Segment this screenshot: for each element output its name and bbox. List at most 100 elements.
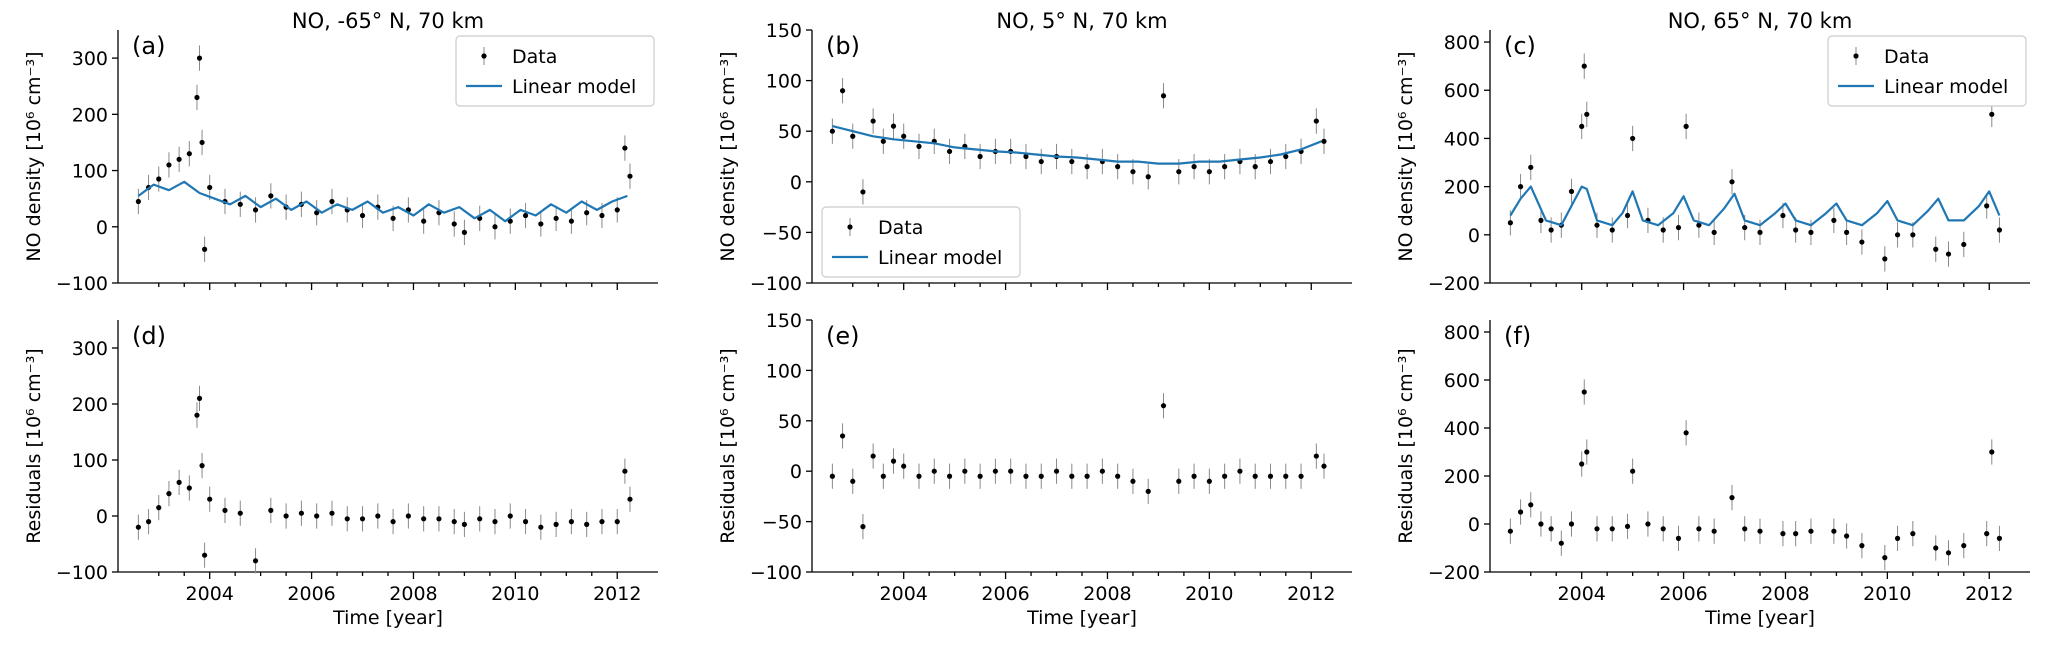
- data-point: [1630, 135, 1636, 142]
- data-point: [436, 516, 442, 522]
- data-point: [1579, 461, 1585, 467]
- data-point: [977, 473, 983, 479]
- x-tick-label: 2008: [1083, 583, 1131, 605]
- y-tick-label: −100: [56, 273, 108, 295]
- data-point: [1933, 545, 1939, 551]
- data-point: [568, 218, 574, 224]
- y-axis-label: NO density [10⁶ cm⁻³]: [23, 51, 45, 261]
- data-point: [1298, 473, 1304, 479]
- data-point: [283, 513, 289, 519]
- data-point: [880, 138, 886, 144]
- data-point: [1683, 430, 1689, 436]
- data-point: [1660, 526, 1666, 532]
- data-point: [880, 473, 886, 479]
- data-point: [553, 521, 559, 528]
- data-point: [1038, 158, 1044, 165]
- data-point: [145, 519, 152, 525]
- data-point: [1130, 169, 1136, 175]
- data-point: [1882, 256, 1888, 262]
- data-point: [1321, 138, 1327, 144]
- y-tick-label: 0: [96, 217, 108, 239]
- data-point: [1711, 229, 1717, 235]
- x-tick-label: 2006: [981, 583, 1029, 605]
- data-point: [237, 510, 243, 516]
- data-point: [614, 519, 620, 525]
- x-tick-label: 2006: [287, 583, 335, 605]
- y-tick-label: −200: [1428, 562, 1480, 584]
- data-point: [860, 189, 866, 195]
- data-point: [1145, 174, 1151, 180]
- data-point: [1729, 495, 1735, 501]
- x-tick-label: 2010: [1185, 583, 1233, 605]
- panel-letter: (b): [826, 32, 860, 60]
- data-point: [1645, 521, 1651, 527]
- data-point: [390, 519, 396, 525]
- legend-label-data: Data: [512, 46, 557, 68]
- data-point: [1696, 526, 1702, 532]
- data-point: [568, 519, 574, 525]
- data-point: [1538, 521, 1544, 527]
- x-axis-label: Time [year]: [1704, 607, 1815, 629]
- data-point: [1115, 473, 1121, 479]
- data-point: [839, 433, 846, 439]
- data-point: [1609, 526, 1615, 532]
- data-point: [946, 473, 953, 479]
- legend-label-data: Data: [878, 217, 923, 239]
- data-point: [890, 458, 897, 464]
- data-point: [1793, 531, 1799, 537]
- data-point: [1023, 153, 1029, 160]
- data-point: [186, 151, 192, 157]
- data-point: [1961, 543, 1967, 549]
- data-point: [176, 156, 182, 162]
- data-point: [1831, 528, 1837, 534]
- x-axis-label: Time [year]: [1026, 607, 1137, 629]
- data-point: [1115, 164, 1121, 170]
- y-tick-label: −50: [762, 222, 802, 244]
- data-point: [627, 173, 633, 179]
- data-point: [553, 215, 559, 221]
- data-point: [1696, 222, 1702, 228]
- legend-box: [1827, 35, 2027, 107]
- data-point: [870, 453, 876, 459]
- legend-box: [455, 35, 655, 107]
- data-point: [901, 463, 907, 469]
- data-point: [1558, 540, 1564, 546]
- data-point: [946, 148, 953, 155]
- y-tick-label: 0: [1468, 514, 1480, 536]
- data-point: [1579, 123, 1585, 129]
- y-tick-label: −100: [750, 562, 802, 584]
- data-point: [1729, 179, 1735, 185]
- data-point: [850, 478, 856, 484]
- data-point: [166, 162, 172, 168]
- y-tick-label: 50: [778, 411, 802, 433]
- panel-d: −100 0 100 200 300 2004 2006 2008 2010 2012 Residu…: [23, 320, 658, 629]
- data-point: [1742, 526, 1748, 532]
- data-point: [1594, 526, 1600, 532]
- x-tick-label: 2012: [1965, 583, 2013, 605]
- legend-label-data: Data: [1884, 46, 1929, 68]
- data-point: [1984, 531, 1990, 537]
- data-point: [1989, 449, 1995, 455]
- data-point: [252, 558, 259, 564]
- data-point: [1945, 251, 1952, 257]
- data-point: [1130, 478, 1136, 484]
- y-tick-label: 0: [790, 461, 802, 483]
- data-point: [237, 201, 243, 207]
- data-point: [268, 507, 274, 513]
- data-point: [156, 176, 162, 182]
- data-point: [1023, 473, 1029, 479]
- data-point: [1313, 118, 1319, 124]
- data-point: [1581, 63, 1587, 69]
- panel-e: −100 −50 0 50 100 150 2004 2006 2008 2010 2012 Resi…: [717, 310, 1352, 629]
- data-point: [194, 412, 200, 418]
- data-point: [1038, 473, 1044, 479]
- data-point: [252, 207, 259, 213]
- model-line: [137, 180, 628, 223]
- data-point: [1548, 526, 1554, 532]
- data-point: [1594, 222, 1600, 228]
- data-point: [916, 143, 922, 149]
- y-tick-label: 50: [778, 121, 802, 143]
- data-point: [1894, 232, 1901, 238]
- x-axis-label: Time [year]: [332, 607, 443, 629]
